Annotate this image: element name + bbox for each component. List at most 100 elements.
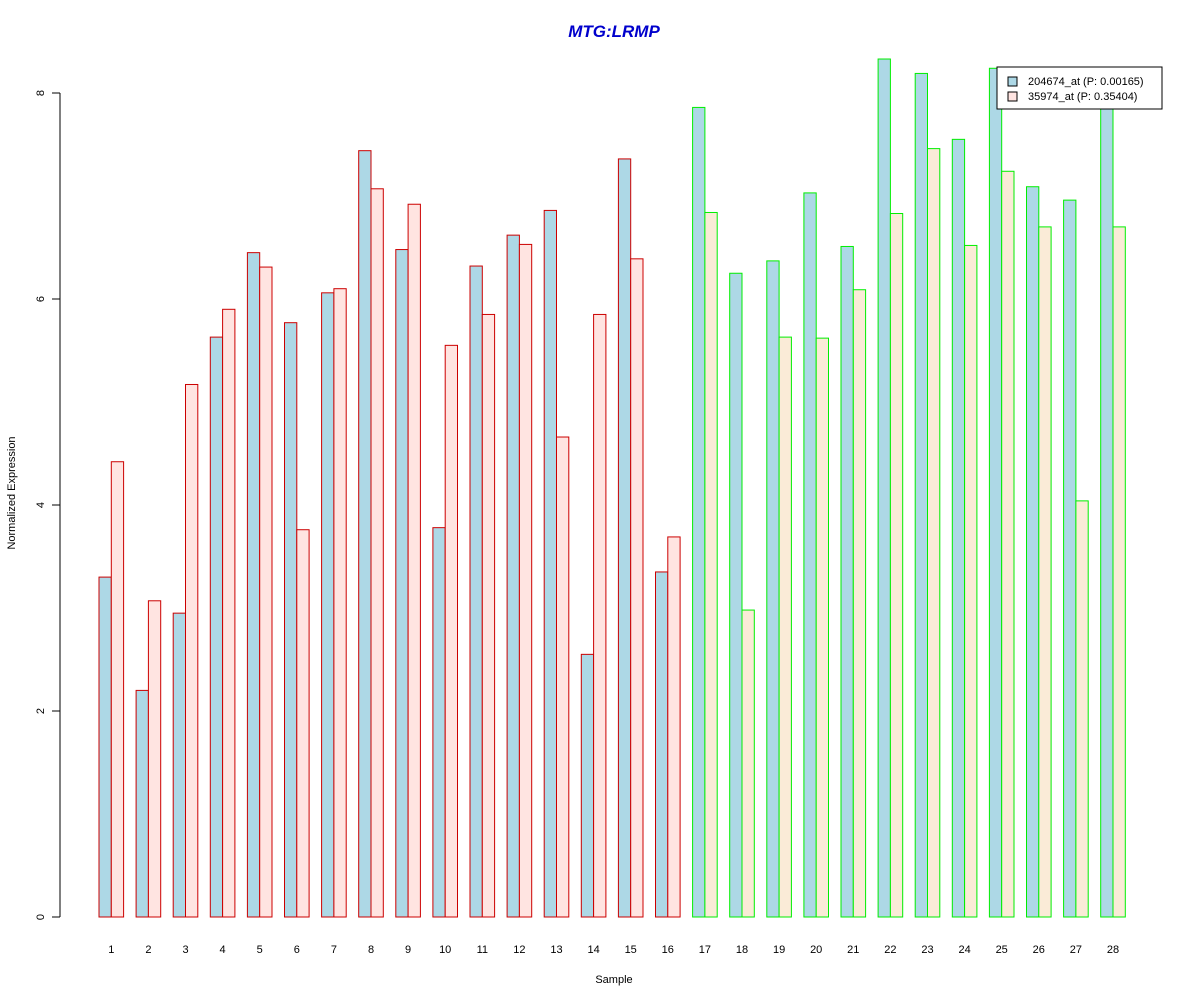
bar-series-1 <box>1100 97 1114 918</box>
bar-series-1 <box>617 158 632 918</box>
x-tick-label: 17 <box>699 944 711 956</box>
bar-series-1 <box>766 260 780 918</box>
bar-series-1 <box>172 612 186 918</box>
bar-series-1 <box>803 192 817 918</box>
bar-series-1 <box>692 106 706 918</box>
chart-title: MTG:LRMP <box>568 22 660 41</box>
bar-series-2 <box>110 461 125 918</box>
y-tick-label: 4 <box>35 502 47 508</box>
bar-series-2 <box>296 529 310 918</box>
x-tick-label: 14 <box>587 944 599 956</box>
x-tick-label: 16 <box>662 944 674 956</box>
bar-series-2 <box>704 211 718 918</box>
bar-series-1 <box>432 527 446 918</box>
x-tick-label: 28 <box>1107 944 1119 956</box>
bar-series-1 <box>877 58 891 918</box>
x-tick-label: 8 <box>368 944 374 956</box>
bar-series-1 <box>321 292 335 918</box>
legend-box <box>996 66 1163 110</box>
bar-series-2 <box>741 609 755 918</box>
x-tick-label: 22 <box>884 944 896 956</box>
x-tick-label: 21 <box>847 944 859 956</box>
bar-series-2 <box>407 203 421 918</box>
bar-series-1 <box>395 249 409 918</box>
bar-series-2 <box>964 244 978 918</box>
x-tick-label: 10 <box>439 944 451 956</box>
legend: 204674_at (P: 0.00165) 35974_at (P: 0.35… <box>996 66 1163 110</box>
x-tick-label: 5 <box>257 944 263 956</box>
bar-series-1 <box>284 322 298 918</box>
legend-label-2: 35974_at (P: 0.35404) <box>1028 91 1137 103</box>
x-tick-label: 1 <box>108 944 114 956</box>
bar-series-2 <box>333 288 347 918</box>
bar-series-1 <box>729 272 743 918</box>
bar-series-2 <box>1001 170 1015 918</box>
bar-series-1 <box>951 138 966 918</box>
bar-series-2 <box>556 436 570 918</box>
y-axis-label: Normalized Expression <box>6 436 18 549</box>
x-tick-label: 2 <box>145 944 151 956</box>
bar-series-1 <box>914 72 929 918</box>
bar-series-2 <box>927 148 941 918</box>
bar-series-2 <box>222 308 236 918</box>
bar-series-1 <box>358 150 372 918</box>
y-tick-label: 0 <box>35 914 47 920</box>
x-axis: 1 2 3 4 5 6 7 8 9 10 11 12 13 14 15 16 17 18 19 20 21 22 23 24 2… <box>108 944 1119 956</box>
bar-series-2 <box>593 313 607 918</box>
y-tick-label: 2 <box>35 708 47 714</box>
bar-series-1 <box>1063 199 1077 918</box>
x-tick-label: 19 <box>773 944 785 956</box>
bar-series-2 <box>889 213 904 918</box>
x-tick-label: 3 <box>182 944 188 956</box>
bars-group <box>98 58 1126 918</box>
y-tick-label: 6 <box>35 296 47 302</box>
x-tick-label: 18 <box>736 944 748 956</box>
bar-series-1 <box>1026 186 1040 918</box>
bar-series-1 <box>246 252 261 918</box>
x-tick-label: 4 <box>220 944 226 956</box>
bar-series-1 <box>135 689 149 918</box>
bar-series-2 <box>667 536 681 918</box>
bar-series-2 <box>1075 500 1089 918</box>
x-tick-label: 15 <box>625 944 637 956</box>
x-tick-label: 13 <box>550 944 562 956</box>
legend-swatch-1 <box>1007 76 1018 87</box>
x-tick-label: 6 <box>294 944 300 956</box>
bar-series-1 <box>655 571 669 918</box>
bar-series-2 <box>185 383 199 918</box>
bar-series-1 <box>506 234 520 918</box>
bar-series-2 <box>1038 226 1052 918</box>
bar-series-2 <box>147 600 162 918</box>
x-tick-label: 23 <box>921 944 933 956</box>
x-tick-label: 7 <box>331 944 337 956</box>
bar-series-1 <box>98 576 112 918</box>
bar-series-2 <box>630 258 644 918</box>
x-tick-label: 11 <box>477 944 488 956</box>
bar-series-2 <box>852 289 867 918</box>
bar-series-2 <box>259 266 273 918</box>
x-tick-label: 25 <box>996 944 1008 956</box>
x-tick-label: 27 <box>1070 944 1082 956</box>
bar-series-2 <box>370 188 384 918</box>
bar-series-1 <box>469 265 483 918</box>
x-tick-label: 9 <box>405 944 411 956</box>
bar-series-1 <box>840 245 854 918</box>
x-axis-label: Sample <box>595 974 632 986</box>
x-tick-label: 12 <box>513 944 525 956</box>
x-tick-label: 24 <box>958 944 970 956</box>
y-axis: 0 2 4 6 8 <box>35 90 61 920</box>
y-tick-label: 8 <box>35 90 47 96</box>
bar-series-1 <box>580 653 595 918</box>
legend-label-1: 204674_at (P: 0.00165) <box>1028 76 1144 88</box>
bar-series-1 <box>209 336 224 918</box>
bar-series-2 <box>518 243 533 918</box>
bar-series-2 <box>1112 226 1126 918</box>
bar-series-1 <box>988 67 1003 918</box>
legend-swatch-2 <box>1007 91 1018 102</box>
bar-series-2 <box>481 313 496 918</box>
bar-series-1 <box>543 209 558 918</box>
bar-series-2 <box>444 344 459 918</box>
x-tick-label: 20 <box>810 944 822 956</box>
bar-series-2 <box>815 337 830 918</box>
